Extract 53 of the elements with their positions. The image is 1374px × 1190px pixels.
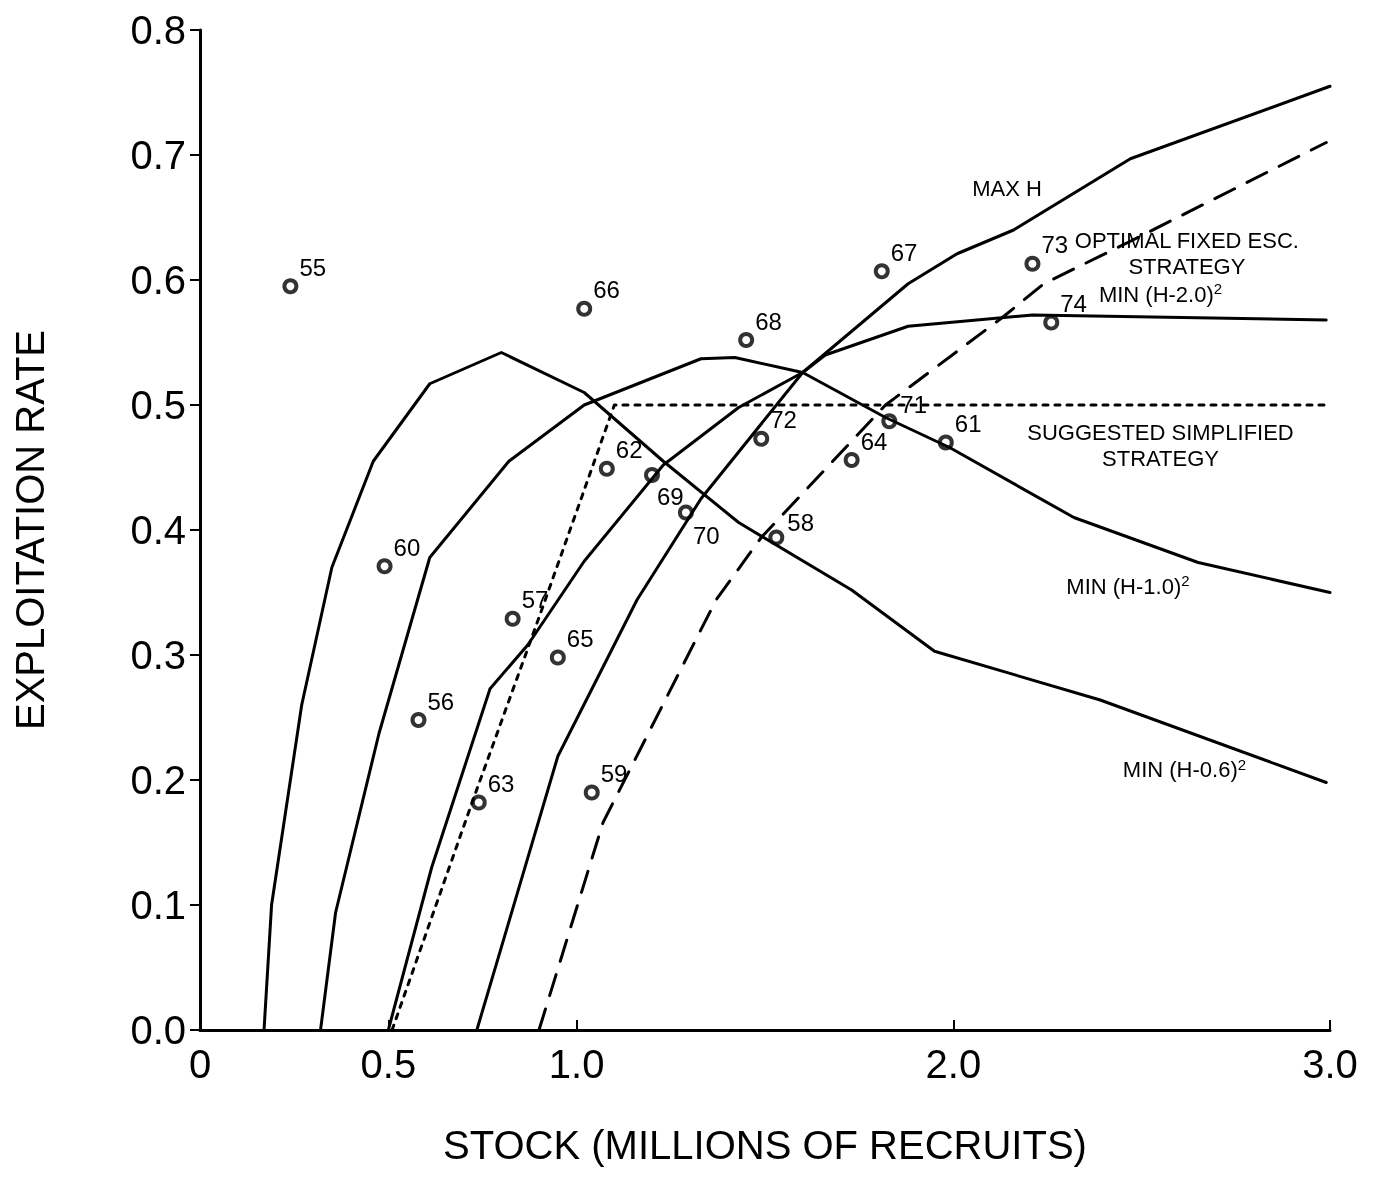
annotation: 61 [954, 410, 982, 437]
point [873, 263, 890, 280]
annotation: 73 [1041, 231, 1069, 259]
annotation: SUGGESTED SIMPLIFIED STRATEGY [1027, 419, 1294, 471]
point [598, 460, 615, 477]
point [549, 649, 566, 666]
y-tick-label: 0.4 [130, 508, 186, 552]
annotation: 56 [427, 687, 455, 715]
point [504, 610, 521, 627]
x-axis-title: STOCK (MILLIONS OF RECRUITS) [443, 1123, 1087, 1167]
point [282, 278, 299, 295]
annotation: 69 [657, 482, 684, 510]
point [843, 452, 860, 468]
y-tick-label: 0.2 [130, 758, 186, 802]
annotation: 64 [860, 427, 888, 455]
point [768, 529, 785, 546]
annotation: MAX H [972, 175, 1042, 201]
point [583, 784, 600, 801]
y-tick-label: 0.8 [130, 8, 186, 52]
annotation: 62 [615, 436, 643, 464]
annotation: 55 [299, 253, 327, 281]
point [1043, 314, 1060, 331]
annotation: 68 [755, 307, 782, 335]
y-axis-title: EXPLOITATION RATE [8, 329, 52, 731]
y-tick-label: 0.7 [130, 133, 186, 177]
annotation: 67 [890, 238, 918, 266]
annotation: 65 [566, 625, 594, 652]
point [470, 794, 487, 811]
y-tick-label: 0.6 [130, 258, 186, 302]
x-tick-label: 0 [188, 1042, 212, 1086]
annotation: 70 [692, 522, 720, 549]
annotation: 63 [487, 770, 515, 797]
x-tick-label: 3.0 [1302, 1042, 1358, 1086]
y-tick-label: 0.0 [130, 1008, 186, 1052]
y-tick-label: 0.1 [130, 883, 186, 927]
annotation: 72 [770, 406, 797, 434]
x-tick-label: 2.0 [925, 1042, 982, 1086]
x-tick-label: 0.5 [360, 1042, 417, 1086]
point [753, 430, 770, 447]
x-tick-label: 1.0 [548, 1042, 605, 1086]
annotation: 57 [521, 586, 549, 614]
annotation: 59 [600, 760, 628, 787]
point [410, 712, 427, 728]
y-tick-label: 0.5 [130, 383, 186, 427]
point [1024, 255, 1041, 272]
y-tick-label: 0.3 [130, 633, 186, 677]
annotation: 60 [393, 533, 421, 561]
annotation: 74 [1060, 290, 1087, 317]
point [576, 300, 593, 317]
point [376, 558, 393, 575]
point [738, 332, 755, 348]
annotation: 58 [787, 509, 814, 536]
annotation: 66 [593, 276, 620, 304]
